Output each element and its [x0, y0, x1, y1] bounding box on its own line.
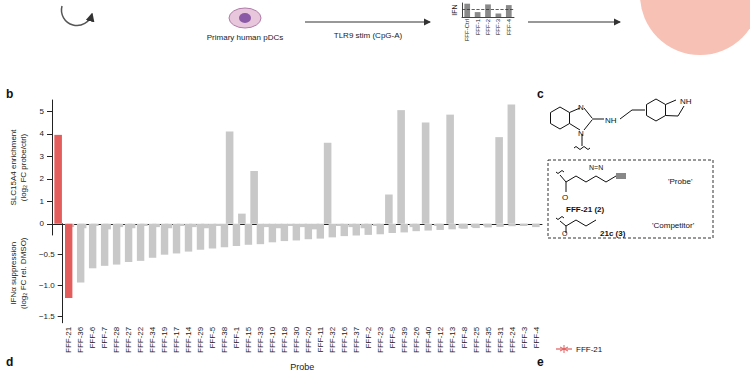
svg-text:FFF-28: FFF-28: [112, 326, 121, 353]
svg-text:FFF-30: FFF-30: [292, 326, 301, 353]
svg-text:FFF-29: FFF-29: [196, 326, 205, 353]
svg-text:FFF-3: FFF-3: [495, 18, 501, 35]
svg-text:FFF-38: FFF-38: [220, 326, 229, 353]
svg-text:−0.5: −0.5: [39, 250, 55, 259]
svg-text:FFF-12: FFF-12: [436, 326, 445, 353]
svg-text:FFF-4: FFF-4: [532, 326, 541, 348]
svg-text:5: 5: [40, 107, 45, 116]
svg-text:FFF-33: FFF-33: [256, 326, 265, 353]
svg-text:N=N: N=N: [589, 164, 603, 171]
svg-text:FFF-1: FFF-1: [475, 18, 481, 35]
svg-text:FFF-13: FFF-13: [448, 326, 457, 353]
svg-text:FFF-2: FFF-2: [485, 18, 491, 35]
svg-text:FFF-31: FFF-31: [496, 326, 505, 353]
svg-text:FFF-21: FFF-21: [576, 345, 603, 354]
svg-text:IFN: IFN: [451, 4, 458, 15]
svg-text:FFF-15: FFF-15: [244, 326, 253, 353]
svg-text:'Probe': 'Probe': [668, 177, 693, 186]
svg-text:IFNα suppression: IFNα suppression: [9, 242, 18, 305]
svg-text:FFF-26: FFF-26: [412, 326, 421, 353]
svg-text:(log₂ FC probe/ctrl): (log₂ FC probe/ctrl): [19, 133, 28, 201]
svg-text:c: c: [537, 87, 544, 101]
svg-text:FFF-10: FFF-10: [268, 326, 277, 353]
svg-text:FFF-2: FFF-2: [364, 326, 373, 348]
svg-text:FFF-11: FFF-11: [316, 326, 325, 352]
svg-text:FFF-40: FFF-40: [424, 326, 433, 353]
svg-text:21c (3): 21c (3): [600, 229, 626, 238]
svg-text:3: 3: [40, 152, 45, 161]
svg-text:FFF-27: FFF-27: [124, 326, 133, 353]
svg-text:FFF-19: FFF-19: [160, 326, 169, 353]
svg-text:FFF-14: FFF-14: [184, 326, 193, 353]
svg-text:FFF-32: FFF-32: [328, 326, 337, 353]
svg-text:(log₂ FC rel. DMSO): (log₂ FC rel. DMSO): [19, 237, 28, 309]
svg-text:Probe: Probe: [290, 362, 314, 372]
svg-text:FFF-39: FFF-39: [400, 326, 409, 353]
svg-text:FFF-25: FFF-25: [472, 326, 481, 353]
svg-text:FFF-22: FFF-22: [136, 326, 145, 353]
svg-text:FFF-23: FFF-23: [376, 326, 385, 353]
svg-text:FFF-34: FFF-34: [148, 326, 157, 353]
svg-text:FFF-5: FFF-5: [208, 326, 217, 348]
svg-text:N: N: [578, 129, 584, 138]
svg-text:FFF-Ctrl: FFF-Ctrl: [464, 19, 470, 41]
svg-text:e: e: [537, 355, 544, 369]
svg-text:FFF-7: FFF-7: [100, 326, 109, 348]
svg-text:FFF-21: FFF-21: [64, 326, 73, 353]
svg-text:2: 2: [40, 174, 45, 183]
svg-text:FFF-18: FFF-18: [280, 326, 289, 353]
svg-text:FFF-8: FFF-8: [460, 326, 469, 348]
svg-text:FFF-16: FFF-16: [340, 326, 349, 353]
svg-text:0: 0: [40, 219, 45, 228]
svg-text:'Competitor': 'Competitor': [652, 221, 695, 230]
svg-text:FFF-37: FFF-37: [352, 326, 361, 353]
svg-text:−1.5: −1.5: [39, 312, 55, 321]
svg-text:FFF-4: FFF-4: [506, 18, 512, 35]
svg-text:FFF-36: FFF-36: [76, 326, 85, 353]
svg-text:NH: NH: [680, 97, 692, 106]
svg-text:1: 1: [40, 197, 45, 206]
svg-text:FFF-6: FFF-6: [88, 326, 97, 348]
svg-text:O: O: [562, 193, 568, 202]
svg-text:FFF-20: FFF-20: [304, 326, 313, 353]
svg-text:d: d: [6, 355, 13, 369]
svg-text:−1.0: −1.0: [39, 281, 55, 290]
svg-text:FFF-9: FFF-9: [388, 326, 397, 348]
svg-text:FFF-35: FFF-35: [484, 326, 493, 353]
svg-text:FFF-17: FFF-17: [172, 326, 181, 353]
svg-text:4: 4: [40, 129, 45, 138]
svg-text:b: b: [6, 87, 13, 101]
svg-text:FFF-21 (2): FFF-21 (2): [566, 205, 605, 214]
svg-text:O: O: [562, 230, 568, 237]
svg-text:N: N: [578, 103, 584, 112]
svg-text:Primary human pDCs: Primary human pDCs: [207, 33, 283, 42]
svg-text:TLR9 stim (CpG-A): TLR9 stim (CpG-A): [334, 31, 403, 40]
svg-text:NH: NH: [605, 116, 617, 125]
svg-text:FFF-1: FFF-1: [232, 326, 241, 348]
svg-text:FFF-24: FFF-24: [508, 326, 517, 353]
svg-text:SLC15A4 enrichment: SLC15A4 enrichment: [9, 129, 18, 206]
svg-text:FFF-3: FFF-3: [520, 326, 529, 348]
